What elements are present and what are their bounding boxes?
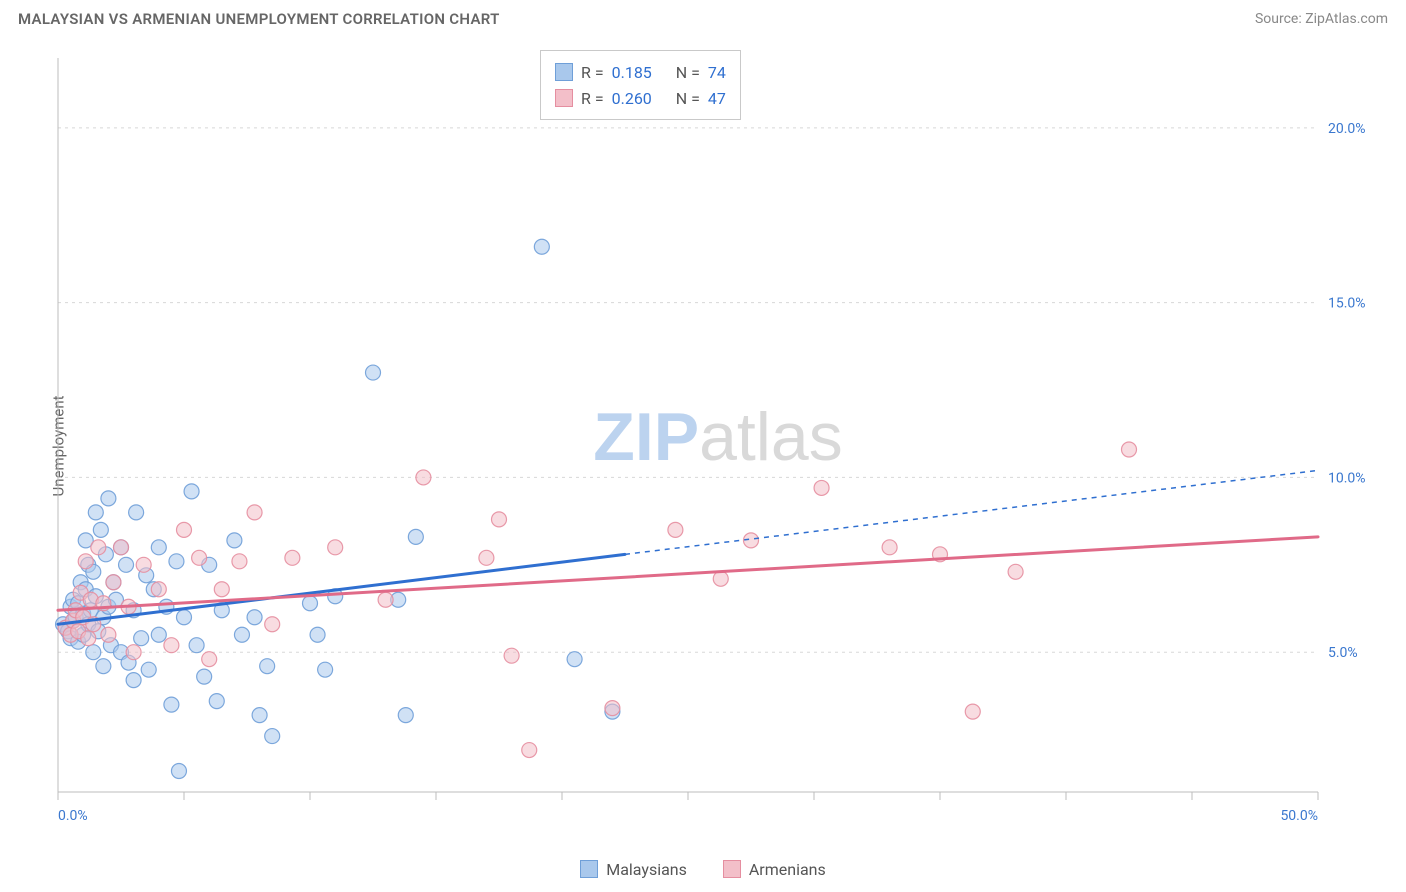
- n-label: N =: [676, 89, 700, 108]
- swatch-armenians-icon: [723, 860, 741, 878]
- legend-row-malaysians: R = 0.185 N = 74: [555, 59, 726, 85]
- legend-item-malaysians: Malaysians: [580, 860, 687, 879]
- swatch-malaysians-icon: [555, 63, 573, 81]
- source-label: Source: ZipAtlas.com: [1255, 11, 1388, 27]
- n-label: N =: [676, 63, 700, 82]
- svg-text:ZIPatlas: ZIPatlas: [593, 399, 842, 475]
- r-value: 0.260: [612, 89, 652, 108]
- n-value: 47: [708, 89, 726, 108]
- r-label: R =: [581, 63, 604, 82]
- svg-text:5.0%: 5.0%: [1328, 645, 1358, 661]
- r-label: R =: [581, 89, 604, 108]
- series-legend: Malaysians Armenians: [0, 860, 1406, 883]
- title-bar: MALAYSIAN VS ARMENIAN UNEMPLOYMENT CORRE…: [0, 0, 1406, 34]
- scatter-plot-svg: 5.0% 10.0% 15.0% 20.0% ZIPatlas 0.0% 50.0%: [48, 44, 1388, 844]
- r-value: 0.185: [612, 63, 652, 82]
- chart-title: MALAYSIAN VS ARMENIAN UNEMPLOYMENT CORRE…: [18, 10, 500, 28]
- swatch-armenians-icon: [555, 89, 573, 107]
- chart-container: MALAYSIAN VS ARMENIAN UNEMPLOYMENT CORRE…: [0, 0, 1406, 892]
- legend-label: Malaysians: [606, 860, 687, 879]
- n-value: 74: [708, 63, 726, 82]
- legend-item-armenians: Armenians: [723, 860, 826, 879]
- svg-text:20.0%: 20.0%: [1328, 121, 1366, 137]
- svg-text:10.0%: 10.0%: [1328, 470, 1366, 486]
- svg-text:15.0%: 15.0%: [1328, 296, 1366, 312]
- legend-row-armenians: R = 0.260 N = 47: [555, 85, 726, 111]
- swatch-malaysians-icon: [580, 860, 598, 878]
- correlation-legend: R = 0.185 N = 74 R = 0.260 N = 47: [540, 50, 741, 120]
- plot-area: 5.0% 10.0% 15.0% 20.0% ZIPatlas 0.0% 50.0%: [48, 44, 1388, 844]
- legend-label: Armenians: [749, 860, 826, 879]
- svg-text:50.0%: 50.0%: [1280, 808, 1318, 824]
- svg-text:0.0%: 0.0%: [58, 808, 88, 824]
